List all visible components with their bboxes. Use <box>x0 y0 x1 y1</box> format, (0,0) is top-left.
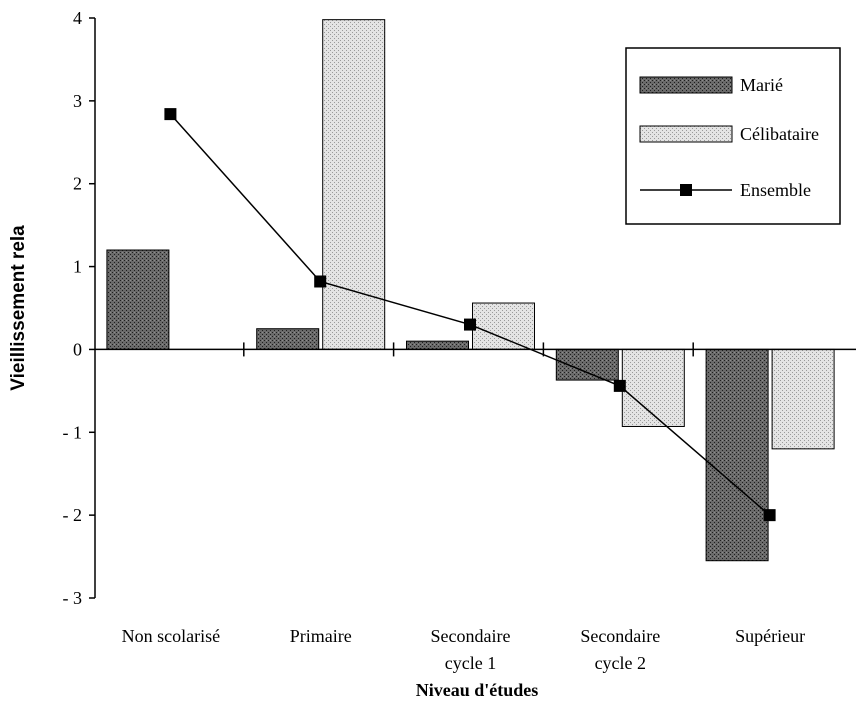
bar-celibataire <box>472 302 535 350</box>
category-labels: Non scolarisé Primaire Secondaire cycle 1 Se… <box>122 626 805 673</box>
bar-celibataire <box>322 19 386 350</box>
y-tick-label: 1 <box>73 257 82 277</box>
bar-marie <box>256 328 320 350</box>
legend-swatch-marie <box>639 76 733 94</box>
ensemble-point <box>613 379 626 392</box>
y-tick-label: 2 <box>73 174 82 194</box>
y-tick-label: 4 <box>73 8 82 28</box>
legend-marker-ensemble <box>680 184 692 196</box>
category-label: Primaire <box>290 626 352 646</box>
bar-marie <box>106 249 170 350</box>
legend: Marié Célibataire Ensemble <box>625 47 841 225</box>
bar-celibataire <box>771 348 835 450</box>
category-label: Non scolarisé <box>122 626 220 646</box>
legend-swatch-celibataire <box>639 125 733 143</box>
bar-marie <box>406 340 469 350</box>
ensemble-point <box>763 509 776 522</box>
legend-label-celibataire: Célibataire <box>740 124 819 144</box>
category-label: cycle 2 <box>595 653 646 673</box>
y-tick-label: - 3 <box>63 588 83 608</box>
y-tick-label: 3 <box>73 91 82 111</box>
bars-layer <box>106 19 835 562</box>
category-label: cycle 1 <box>445 653 496 673</box>
category-label: Secondaire <box>431 626 511 646</box>
ensemble-point <box>164 108 177 121</box>
y-tick-label: - 1 <box>63 422 83 442</box>
ensemble-line-layer <box>164 108 776 522</box>
category-label: Secondaire <box>580 626 660 646</box>
bar-celibataire <box>621 348 685 427</box>
ensemble-point <box>464 318 476 331</box>
ensemble-point <box>314 275 327 288</box>
legend-label-marie: Marié <box>740 75 783 95</box>
legend-label-ensemble: Ensemble <box>740 180 811 200</box>
category-label: Supérieur <box>735 626 805 646</box>
y-tick-label: - 2 <box>63 505 83 525</box>
x-axis-label: Niveau d'études <box>416 680 539 700</box>
bar-marie <box>555 348 619 381</box>
y-ticks: 4 3 2 1 0 - 1 - 2 - 3 <box>63 8 95 608</box>
y-tick-label: 0 <box>73 339 82 359</box>
y-axis-label: Vieillissement rela <box>8 225 29 391</box>
bar-marie <box>705 348 769 562</box>
